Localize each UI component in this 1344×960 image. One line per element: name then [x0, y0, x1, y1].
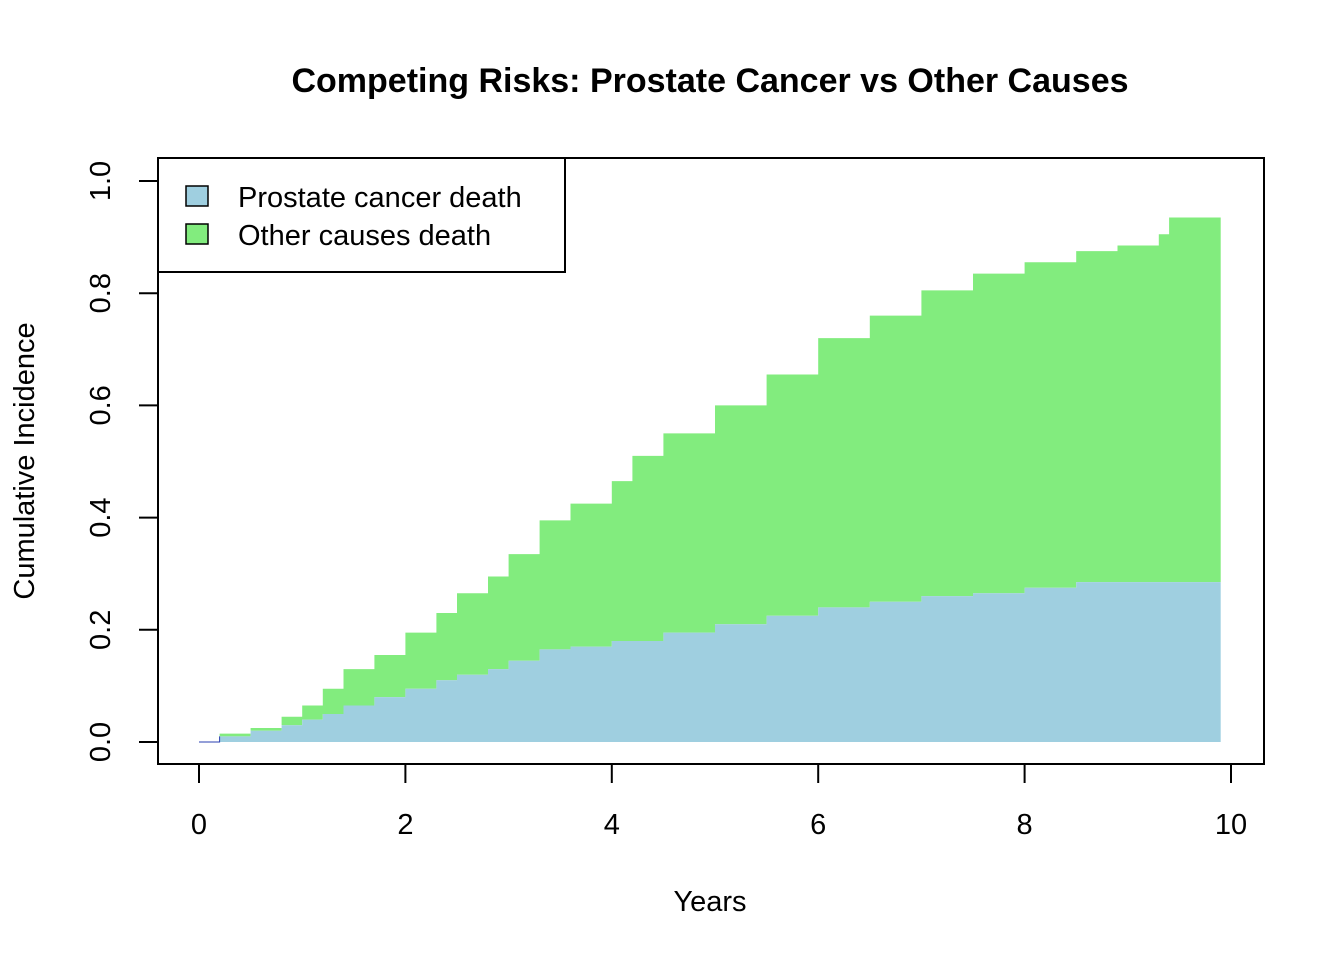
x-tick-label: 2	[397, 809, 413, 841]
line-prostate-cancer	[199, 736, 221, 743]
x-tick-label: 6	[810, 809, 826, 841]
y-tick-label: 1.0	[85, 161, 117, 201]
legend-label-other: Other causes death	[238, 220, 491, 252]
y-axis: 0.0 0.2 0.4 0.6 0.8 1.0	[85, 161, 159, 762]
y-tick-label: 0.2	[85, 610, 117, 650]
area-prostate-cancer	[199, 582, 1221, 742]
legend-swatch-other	[185, 223, 209, 245]
legend-box	[157, 157, 566, 273]
x-axis: 0 2 4 6 8 10	[191, 763, 1247, 841]
legend-swatch-prostate	[185, 185, 209, 207]
y-tick-label: 0.4	[85, 497, 117, 537]
y-tick-label: 0.0	[85, 722, 117, 762]
y-axis-label: Cumulative Incidence	[9, 322, 41, 599]
x-tick-label: 8	[1017, 809, 1033, 841]
area-other-causes	[199, 217, 1221, 742]
x-tick-label: 4	[604, 809, 620, 841]
legend: Prostate cancer death Other causes death	[157, 157, 566, 273]
stacked-areas	[199, 217, 1221, 743]
x-axis-label: Years	[673, 886, 746, 918]
chart-title: Competing Risks: Prostate Cancer vs Othe…	[291, 62, 1128, 100]
y-tick-label: 0.6	[85, 385, 117, 425]
legend-label-prostate: Prostate cancer death	[238, 182, 522, 214]
x-tick-label: 0	[191, 809, 207, 841]
x-tick-label: 10	[1215, 809, 1247, 841]
y-tick-label: 0.8	[85, 273, 117, 313]
